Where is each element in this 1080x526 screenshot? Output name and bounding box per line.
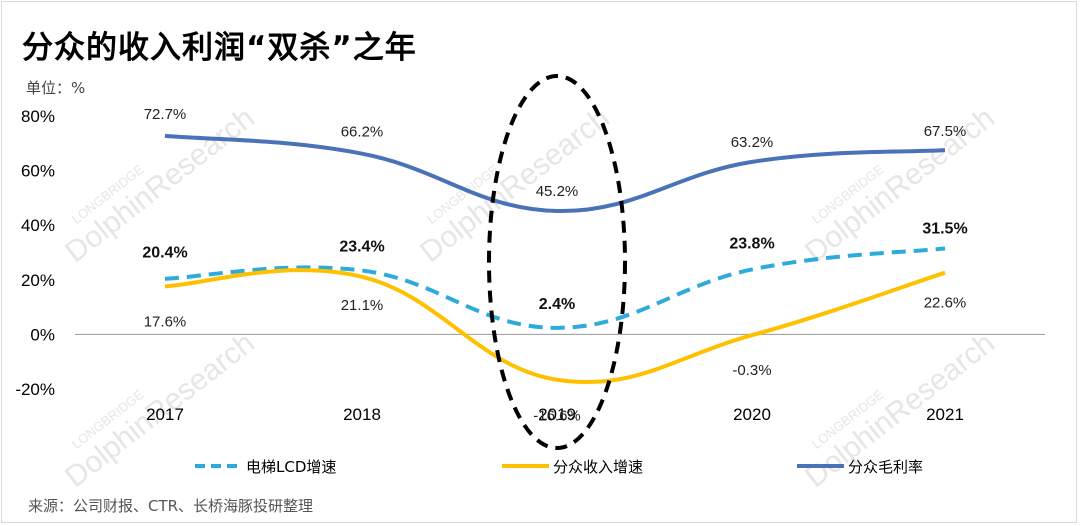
y-tick-label: 60%: [21, 162, 55, 181]
legend-label-gross-margin: 分众毛利率: [848, 458, 923, 476]
y-tick-label: 0%: [30, 325, 55, 344]
watermark-text: DolphinResearch: [799, 101, 1001, 269]
y-tick-label: 20%: [21, 271, 55, 290]
data-label-lcd-growth: 23.8%: [729, 235, 774, 252]
data-label-gross-margin: 63.2%: [731, 134, 774, 151]
x-tick-label: 2019: [538, 405, 576, 424]
data-label-revenue-growth: 21.1%: [341, 297, 384, 314]
legend-label-lcd-growth: 电梯LCD增速: [246, 458, 336, 476]
data-label-gross-margin: 72.7%: [144, 106, 187, 123]
data-label-lcd-growth: 20.4%: [142, 245, 187, 262]
y-tick-label: -20%: [15, 380, 55, 399]
y-tick-label: 80%: [21, 107, 55, 126]
y-tick-label: 40%: [21, 216, 55, 235]
data-label-lcd-growth: 23.4%: [339, 239, 384, 256]
data-label-revenue-growth: 22.6%: [924, 295, 967, 312]
data-label-gross-margin: 66.2%: [341, 124, 384, 141]
series-line-lcd-growth: [164, 246, 946, 330]
source-note: 来源：公司财报、CTR、长桥海豚投研整理: [28, 497, 314, 515]
watermark-text: DolphinResearch: [414, 101, 616, 269]
legend-label-revenue-growth: 分众收入增速: [553, 458, 643, 476]
unit-label: 单位：%: [26, 79, 86, 97]
data-label-gross-margin: 67.5%: [924, 123, 967, 140]
data-label-gross-margin: 45.2%: [536, 183, 579, 200]
series-line-revenue-growth: [164, 268, 946, 385]
data-label-lcd-growth: 31.5%: [922, 220, 967, 237]
data-label-revenue-growth: -0.3%: [732, 362, 771, 379]
data-label-revenue-growth: -16.6%: [533, 408, 581, 425]
data-label-revenue-growth: 17.6%: [144, 313, 187, 330]
series-line-gross-margin: [164, 133, 946, 214]
x-tick-label: 2020: [733, 405, 771, 424]
highlight-ellipse: [487, 74, 627, 450]
x-tick-label: 2021: [926, 405, 964, 424]
data-label-lcd-growth: 2.4%: [539, 296, 575, 313]
page-title: 分众的收入利润“双杀”之年: [22, 30, 417, 66]
x-tick-label: 2018: [343, 405, 381, 424]
x-tick-label: 2017: [146, 405, 184, 424]
